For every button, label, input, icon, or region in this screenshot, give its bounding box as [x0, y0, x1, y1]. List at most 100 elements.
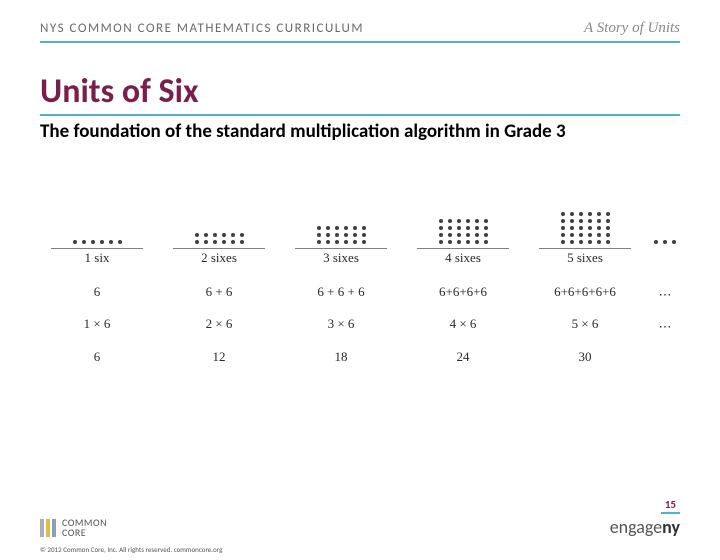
dot-icon — [475, 240, 479, 244]
dot-icon — [335, 226, 339, 230]
product-expression: 1 × 6 — [84, 317, 111, 331]
header-story: A Story of Units — [584, 20, 680, 37]
dot-icon — [606, 240, 610, 244]
dot-icon — [439, 226, 443, 230]
dot-icon — [570, 212, 574, 216]
ellipsis-text: ⋯ — [659, 288, 672, 302]
dot-icon — [448, 240, 452, 244]
dot-icon — [579, 240, 583, 244]
dot-icon — [579, 233, 583, 237]
dot-icon — [222, 240, 226, 244]
dot-icon — [353, 226, 357, 230]
dot-row — [561, 226, 610, 230]
dot-icon — [457, 233, 461, 237]
dot-icon — [344, 240, 348, 244]
dot-icon — [561, 240, 565, 244]
dot-icon — [195, 233, 199, 237]
dot-icon — [606, 219, 610, 223]
result-value: 18 — [335, 350, 348, 364]
dot-icon — [588, 226, 592, 230]
dot-icon — [448, 219, 452, 223]
dot-icon — [326, 240, 330, 244]
diagram-column: 5 sixes6+6+6+6+65 × 630 — [528, 184, 642, 382]
slide-subtitle: The foundation of the standard multiplic… — [40, 120, 680, 144]
dot-array — [561, 184, 610, 244]
product-expression: 4 × 6 — [450, 317, 477, 331]
common-core-logo: COMMON CORE — [40, 518, 107, 538]
dot-icon — [561, 219, 565, 223]
dot-icon — [570, 233, 574, 237]
dot-icon — [672, 240, 676, 244]
dot-icon — [73, 240, 77, 244]
dot-icon — [82, 240, 86, 244]
dot-icon — [570, 226, 574, 230]
dot-icon — [353, 240, 357, 244]
diagram-column: 1 six61 × 66 — [40, 184, 154, 382]
logo-bars-icon — [40, 519, 56, 537]
dot-icon — [475, 226, 479, 230]
unit-label: 1 six — [51, 248, 142, 265]
dot-icon — [588, 212, 592, 216]
dot-icon — [344, 233, 348, 237]
dot-icon — [588, 240, 592, 244]
dot-icon — [561, 212, 565, 216]
logo-bar — [52, 519, 56, 537]
header-bar: NYS COMMON CORE MATHEMATICS CURRICULUM A… — [40, 20, 680, 43]
dot-icon — [457, 226, 461, 230]
product-expression: 5 × 6 — [572, 317, 599, 331]
dot-icon — [606, 233, 610, 237]
dot-icon — [317, 226, 321, 230]
dot-icon — [204, 240, 208, 244]
dot-icon — [588, 233, 592, 237]
diagram-column: 2 sixes6 + 62 × 612 — [162, 184, 276, 382]
dot-icon — [231, 233, 235, 237]
diagram-column: 3 sixes6 + 6 + 63 × 618 — [284, 184, 398, 382]
product-expression: 2 × 6 — [206, 317, 233, 331]
dot-array — [317, 184, 366, 244]
dot-row — [439, 226, 488, 230]
dot-array — [439, 184, 488, 244]
dot-icon — [561, 233, 565, 237]
unit-label: 2 sixes — [173, 248, 264, 265]
dot-icon — [579, 219, 583, 223]
dot-row — [317, 226, 366, 230]
sum-expression: 6 + 6 — [206, 285, 233, 299]
dot-row — [561, 233, 610, 237]
dot-row — [317, 233, 366, 237]
ny-text: ny — [662, 516, 680, 538]
dot-icon — [439, 219, 443, 223]
dot-row — [195, 240, 244, 244]
dot-icon — [362, 240, 366, 244]
diagram-ellipsis-column: ⋯⋯ — [650, 184, 680, 382]
result-value: 6 — [94, 350, 101, 364]
dot-icon — [457, 240, 461, 244]
dot-icon — [335, 240, 339, 244]
dot-row — [195, 233, 244, 237]
dot-icon — [213, 240, 217, 244]
logo-text: COMMON CORE — [62, 518, 107, 538]
dot-icon — [475, 233, 479, 237]
diagram-column: 4 sixes6+6+6+64 × 624 — [406, 184, 520, 382]
dot-icon — [317, 233, 321, 237]
ellipsis-text: ⋯ — [659, 320, 672, 334]
dot-icon — [484, 219, 488, 223]
dot-row — [561, 219, 610, 223]
dot-row — [561, 212, 610, 216]
dot-icon — [606, 226, 610, 230]
dot-icon — [231, 240, 235, 244]
dot-icon — [475, 219, 479, 223]
dot-row — [73, 240, 122, 244]
dot-icon — [326, 226, 330, 230]
dot-icon — [597, 226, 601, 230]
dot-icon — [561, 226, 565, 230]
header-curriculum: NYS COMMON CORE MATHEMATICS CURRICULUM — [40, 21, 364, 36]
copyright-text: © 2012 Common Core, Inc. All rights rese… — [40, 545, 222, 554]
dot-icon — [579, 212, 583, 216]
unit-label: 3 sixes — [295, 248, 386, 265]
dot-icon — [597, 212, 601, 216]
result-value: 30 — [579, 350, 592, 364]
dot-array — [654, 184, 676, 244]
dot-icon — [597, 233, 601, 237]
sum-expression: 6+6+6+6 — [439, 285, 487, 299]
dot-icon — [448, 233, 452, 237]
